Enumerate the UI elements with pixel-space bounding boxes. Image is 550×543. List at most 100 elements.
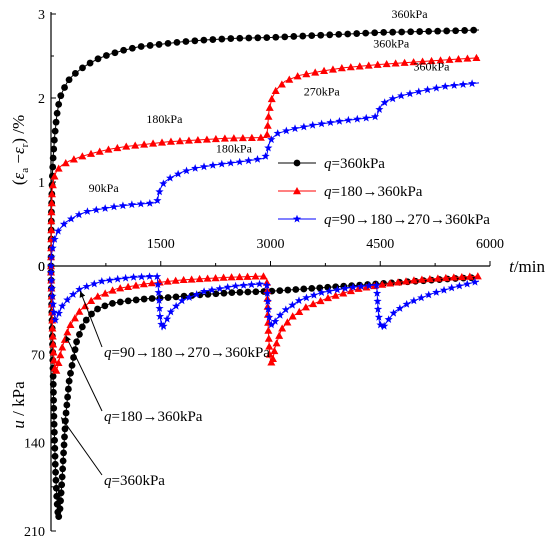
upper-series-point — [235, 157, 244, 166]
upper-series-point — [54, 226, 63, 235]
upper-series-point — [472, 53, 481, 62]
lower-series-point — [50, 420, 58, 428]
lower-series-point — [268, 354, 277, 362]
lower-series-point — [49, 340, 58, 348]
upper-series-point — [245, 34, 253, 42]
lower-series-point — [171, 276, 180, 284]
upper-series-point — [346, 63, 355, 71]
lower-series-point — [316, 296, 325, 305]
upper-series-point — [441, 82, 450, 90]
lower-series-point — [70, 314, 79, 322]
lower-series-point — [163, 314, 172, 323]
upper-series-point — [432, 83, 441, 92]
lower-series-point — [373, 297, 382, 305]
upper-series-point — [461, 27, 469, 34]
upper-series-point — [47, 252, 56, 261]
upper-series-point — [398, 28, 406, 36]
lower-series-point — [97, 277, 106, 285]
lower-series-point — [54, 309, 63, 317]
lower-series-point — [63, 328, 72, 336]
lower-series-point — [441, 273, 450, 282]
pressure-annotation: 270kPa — [304, 84, 341, 98]
lower-series-point — [264, 326, 273, 334]
lower-series-point — [51, 460, 59, 468]
lower-series-point — [50, 404, 58, 412]
upper-series-point — [92, 205, 101, 214]
lower-series-point — [109, 299, 116, 307]
lower-series-point — [302, 293, 311, 302]
upper-series-point — [155, 187, 164, 196]
lower-series-point — [75, 285, 84, 293]
lower-label-var: q — [104, 473, 112, 489]
lower-series-point — [433, 274, 442, 282]
upper-series-point — [49, 163, 57, 171]
upper-series-point — [290, 33, 298, 40]
upper-series-point — [202, 135, 211, 143]
upper-series-point — [414, 87, 423, 96]
upper-series-point — [209, 36, 217, 43]
lower-series-point — [288, 300, 297, 309]
upper-series-point — [51, 127, 59, 135]
upper-series-point — [264, 143, 273, 152]
upper-series-point — [253, 155, 262, 163]
lower-series-point — [69, 290, 78, 298]
upper-series-point — [220, 134, 229, 142]
upper-series-point — [47, 190, 56, 198]
upper-series-point — [405, 89, 415, 98]
upper-series-point — [397, 91, 406, 100]
upper-series-point — [53, 109, 61, 117]
upper-series-point — [54, 164, 63, 172]
lower-series-point — [49, 307, 58, 316]
upper-series-point — [450, 81, 459, 89]
upper-series-point — [355, 62, 364, 70]
lower-series-point — [75, 307, 84, 315]
legend-label-var: q — [324, 156, 332, 172]
lower-series-point — [179, 275, 188, 284]
upper-series-point — [86, 59, 94, 67]
upper-series-point — [101, 204, 110, 212]
lower-series-point — [52, 468, 59, 476]
upper-series-point — [46, 261, 56, 270]
upper-series-point — [388, 94, 397, 103]
upper-y-tick-label: 1 — [38, 176, 45, 191]
upper-series-point — [111, 49, 119, 57]
lower-series-point — [113, 274, 122, 283]
upper-series-point — [311, 68, 320, 76]
upper-series-point — [193, 135, 202, 144]
lower-series-point — [278, 324, 287, 332]
upper-series-point — [445, 55, 454, 63]
lower-series-point — [455, 281, 464, 290]
upper-series-point — [282, 126, 291, 135]
upper-series-point — [256, 133, 265, 141]
lower-series-point — [82, 282, 91, 290]
upper-series-point — [166, 137, 175, 145]
upper-series-point — [184, 136, 193, 144]
upper-series-point — [65, 76, 73, 84]
lower-series-point — [295, 307, 304, 315]
legend-marker — [293, 159, 301, 167]
upper-series-point — [158, 138, 167, 146]
pressure-annotation: 360kPa — [413, 59, 450, 73]
legend-marker — [292, 214, 302, 223]
upper-series-point — [79, 64, 86, 72]
upper-series-point — [389, 28, 397, 36]
upper-series-point — [382, 59, 391, 68]
upper-series-point — [211, 134, 220, 143]
lower-series-label: q=180→360kPa — [104, 409, 203, 425]
lower-series-point — [267, 320, 276, 329]
pressure-annotation: 90kPa — [89, 181, 120, 195]
upper-series-point — [47, 226, 56, 234]
upper-series-point — [226, 158, 235, 167]
lower-series-point — [65, 377, 73, 385]
upper-series-point — [427, 56, 436, 65]
lower-series-point — [76, 330, 83, 338]
lower-series-point — [281, 305, 290, 314]
lower-series-point — [294, 296, 304, 305]
lower-series-point — [50, 388, 57, 396]
lower-y-tick-label: 140 — [24, 437, 45, 452]
lower-series-point — [309, 299, 318, 308]
lower-series-point — [82, 316, 90, 324]
lower-series-point — [389, 308, 398, 317]
